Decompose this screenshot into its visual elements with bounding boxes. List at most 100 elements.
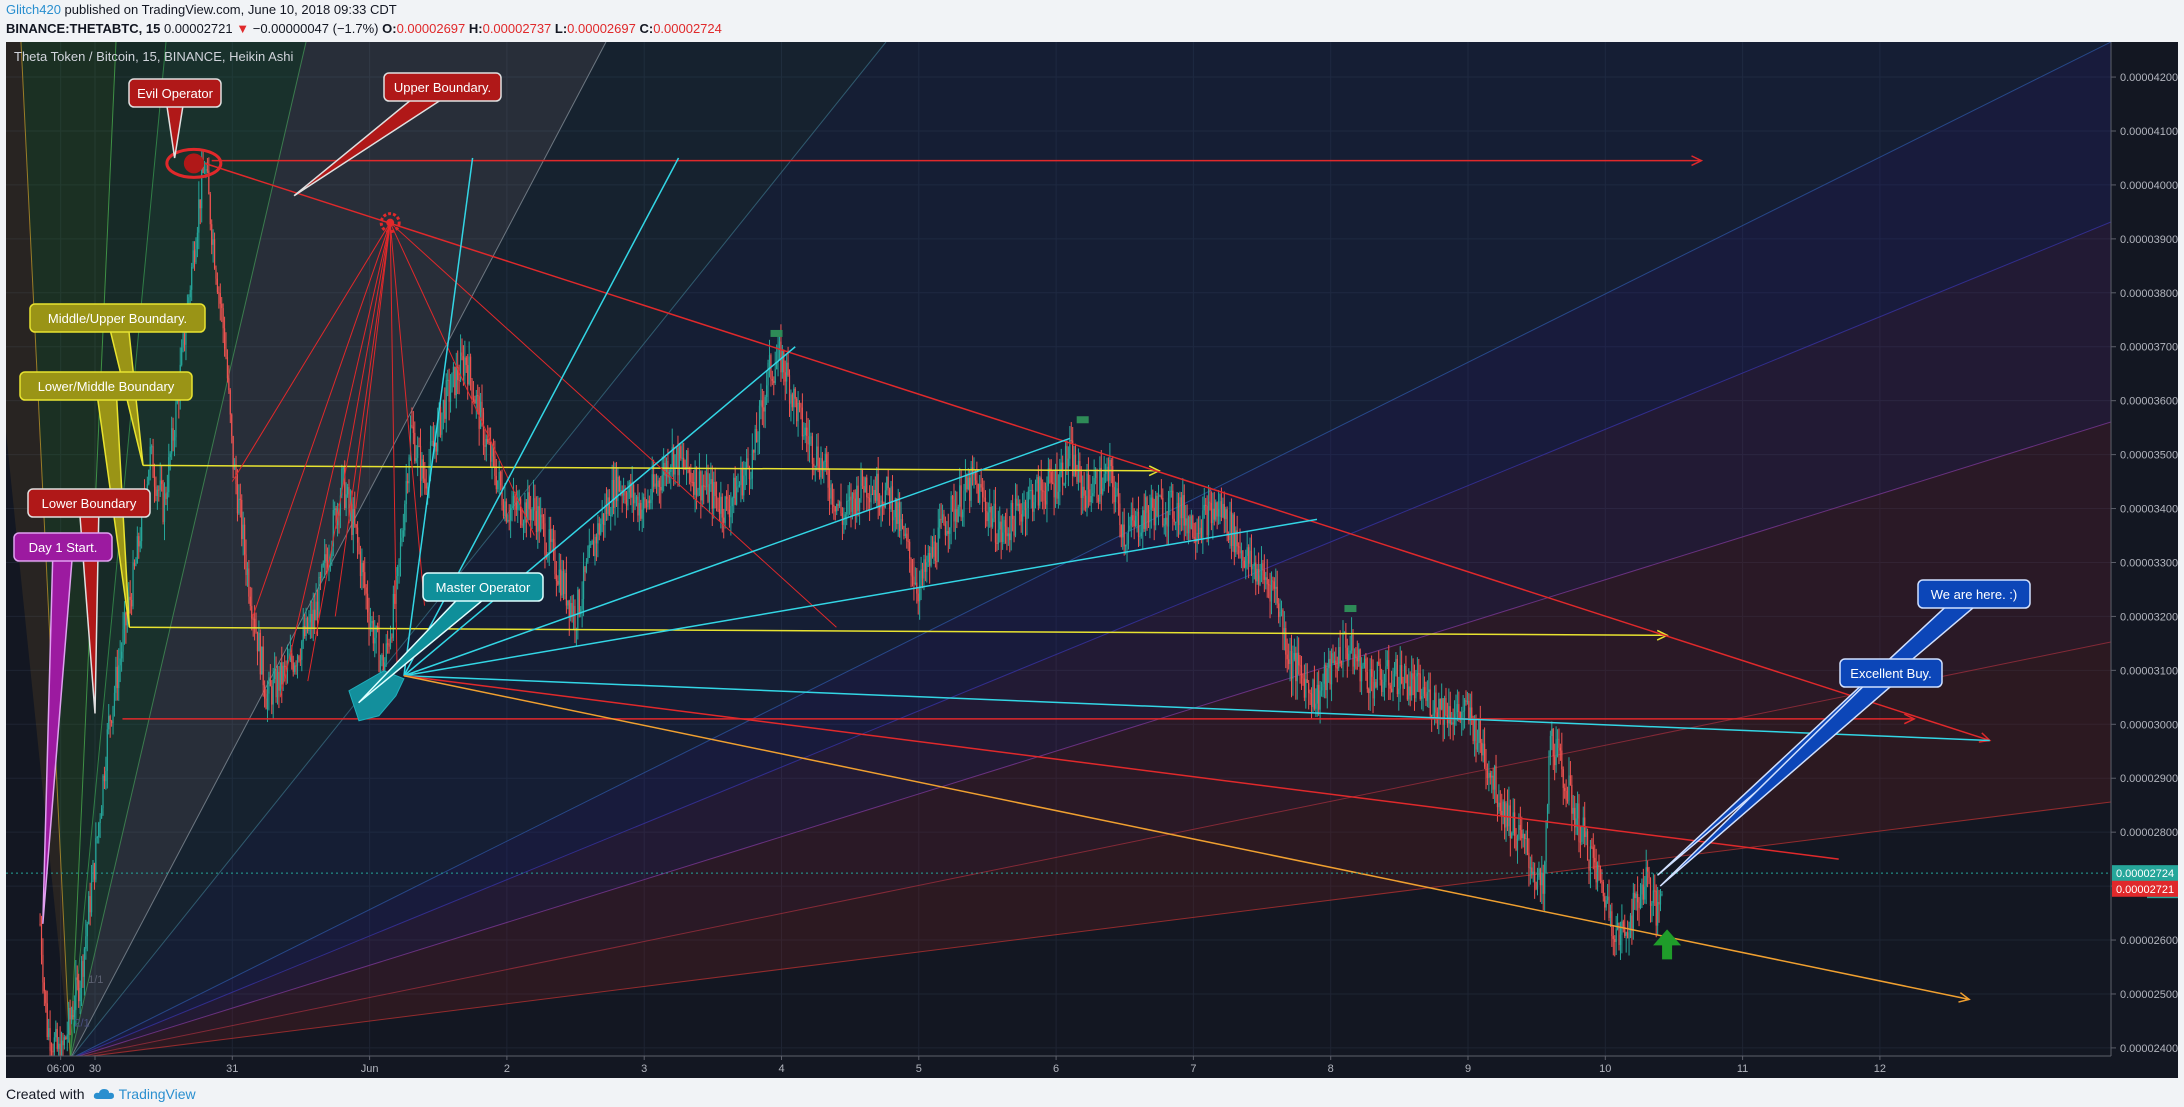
candle-body (461, 352, 463, 357)
candle-body (326, 561, 329, 569)
candle-body (49, 1028, 51, 1051)
candle-body (555, 574, 557, 581)
candle-body (980, 484, 982, 488)
candle-body (993, 503, 995, 519)
candle-body (1127, 529, 1130, 544)
candle-body (192, 250, 194, 267)
candle-body (1403, 665, 1406, 689)
candle-body (1365, 658, 1367, 673)
candle-body (1609, 911, 1612, 919)
candle-body (753, 449, 755, 453)
candle-body (651, 474, 653, 500)
candle-body (43, 982, 45, 992)
candle-body (910, 558, 912, 576)
candle-body (1080, 471, 1082, 498)
candle-body (269, 677, 271, 687)
candle-body (537, 506, 539, 533)
candle-body (512, 496, 515, 506)
candle-body (1438, 698, 1440, 720)
candle-body (970, 467, 972, 501)
candle-body (1416, 673, 1418, 677)
candle-body (385, 643, 387, 663)
candle-body (274, 669, 276, 679)
candle-body (1579, 841, 1582, 843)
candle-body (60, 1040, 63, 1056)
lower-boundary-callout-box (27, 488, 151, 518)
tradingview-logo[interactable]: TradingView (93, 1086, 196, 1102)
candle-body (1235, 530, 1237, 553)
author-link[interactable]: Glitch420 (6, 2, 61, 17)
excellent-buy-callout-text: Excellent Buy. (1850, 666, 1931, 681)
time-tick-label: 10 (1599, 1063, 1611, 1075)
candle-body (1227, 534, 1230, 541)
candle-body (926, 562, 928, 572)
candle-body (1047, 468, 1049, 487)
candle-body (1170, 490, 1172, 492)
candle-body (482, 412, 485, 446)
candle-body (594, 536, 596, 557)
candle-body (321, 565, 323, 578)
candle-body (1415, 676, 1417, 699)
candle-body (1528, 852, 1530, 868)
bid-price-tag-text: 0.00002721 (2116, 884, 2174, 896)
candle-body (169, 453, 171, 458)
candle-body (1463, 699, 1466, 711)
candle-body (302, 626, 304, 642)
candle-body (658, 480, 660, 487)
candle-body (369, 623, 372, 629)
candle-body (1559, 747, 1561, 751)
candle-body (1634, 892, 1636, 899)
candle-body (1622, 921, 1624, 928)
candle-body (1107, 466, 1110, 481)
candle-body (477, 395, 479, 397)
candle-body (1378, 661, 1380, 665)
candle-body (893, 517, 895, 521)
candle-body (464, 357, 466, 376)
candle-body (554, 542, 556, 575)
candle-body (1169, 491, 1171, 498)
candle-body (1320, 687, 1323, 691)
candle-body (552, 538, 555, 543)
candle-body (1585, 831, 1587, 837)
candle-body (974, 471, 977, 481)
candle-body (601, 513, 603, 524)
candle-body (371, 620, 373, 624)
candle-body (1149, 509, 1151, 523)
candle-body (1064, 446, 1067, 485)
candle-body (881, 500, 884, 506)
candle-body (1342, 634, 1344, 665)
candle-body (1568, 775, 1570, 801)
candle-body (1027, 490, 1029, 509)
candle-body (417, 445, 419, 459)
candle-body (311, 613, 313, 628)
candle-body (788, 375, 791, 404)
candle-body (312, 609, 314, 628)
candle-body (1296, 652, 1298, 682)
candle-body (42, 954, 44, 983)
last-price-tag-text: 0.00002724 (2116, 868, 2174, 880)
candle-body (75, 977, 77, 1010)
candle-body (648, 500, 650, 504)
red-fan-line (355, 222, 391, 509)
candle-body (233, 464, 236, 470)
candle-body (391, 637, 393, 639)
fan-label: 1/1 (88, 974, 103, 986)
time-tick-label: 31 (226, 1063, 238, 1075)
candle-body (378, 629, 380, 672)
flag-icon (1344, 605, 1357, 613)
candle-body (495, 475, 497, 490)
chart-canvas[interactable]: 1/1 2/1 Theta Token / Bitcoin, 15, BINANCE… (6, 42, 2178, 1078)
candle-body (1014, 498, 1017, 536)
candle-body (1209, 501, 1211, 503)
candle-body (1436, 712, 1438, 720)
candle-body (1200, 527, 1203, 538)
candle-body (126, 612, 128, 626)
candle-body (1562, 769, 1564, 788)
candle-body (824, 453, 826, 463)
candle-body (90, 881, 93, 913)
candle-body (1608, 896, 1610, 919)
candle-body (764, 396, 766, 412)
chart-area[interactable]: 1/1 2/1 Theta Token / Bitcoin, 15, BINANCE… (6, 42, 2178, 1078)
candle-body (1352, 634, 1354, 667)
candle-body (1521, 829, 1523, 839)
